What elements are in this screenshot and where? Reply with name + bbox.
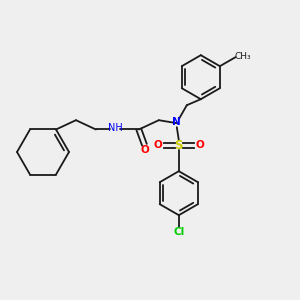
Text: N: N bbox=[172, 117, 181, 127]
Text: S: S bbox=[175, 139, 183, 152]
Text: O: O bbox=[141, 145, 150, 154]
Text: CH₃: CH₃ bbox=[234, 52, 251, 61]
Text: Cl: Cl bbox=[173, 227, 184, 237]
Text: O: O bbox=[153, 140, 162, 150]
Text: O: O bbox=[195, 140, 204, 150]
Text: NH: NH bbox=[107, 124, 122, 134]
